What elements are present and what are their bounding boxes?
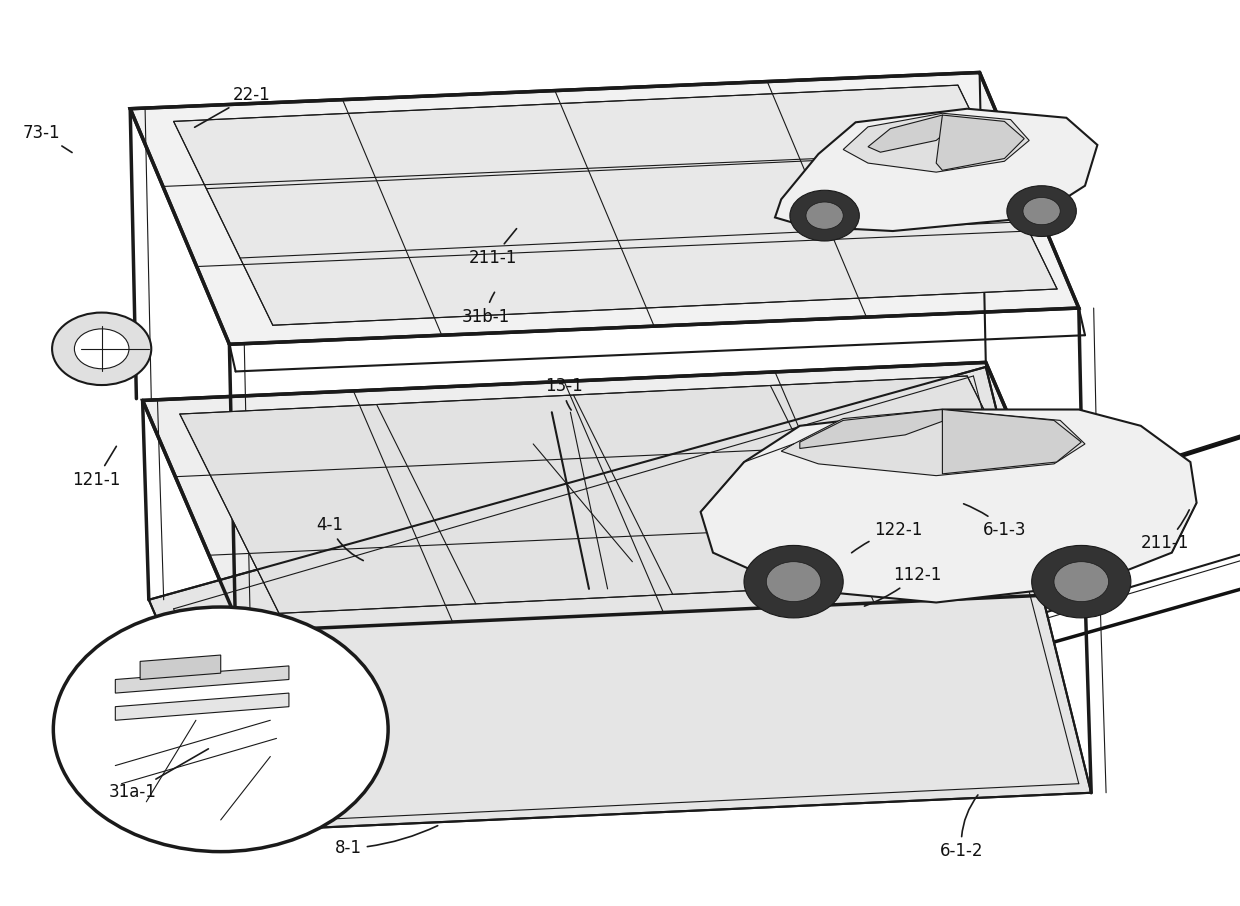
Text: 211-1: 211-1 <box>1141 510 1189 552</box>
Circle shape <box>53 607 388 852</box>
Polygon shape <box>781 410 1085 476</box>
Circle shape <box>52 313 151 385</box>
Polygon shape <box>701 410 1197 602</box>
Polygon shape <box>775 109 1097 231</box>
Text: 6-1-2: 6-1-2 <box>940 795 983 860</box>
Text: 121-1: 121-1 <box>72 447 120 488</box>
Text: 4-1: 4-1 <box>316 516 363 561</box>
Text: 31a-1: 31a-1 <box>109 749 208 801</box>
Text: 13-1: 13-1 <box>546 378 583 410</box>
Circle shape <box>790 190 859 241</box>
Text: 8-1: 8-1 <box>335 825 438 857</box>
Polygon shape <box>149 367 1091 831</box>
Polygon shape <box>115 693 289 720</box>
Circle shape <box>766 562 821 602</box>
Text: 31b-1: 31b-1 <box>461 293 510 325</box>
Polygon shape <box>174 85 1058 325</box>
Circle shape <box>74 329 129 369</box>
Text: 6-1-3: 6-1-3 <box>963 504 1027 538</box>
Polygon shape <box>180 376 1066 613</box>
Circle shape <box>1023 198 1060 225</box>
Polygon shape <box>868 115 955 152</box>
Text: 211-1: 211-1 <box>469 228 517 266</box>
Circle shape <box>744 545 843 618</box>
Polygon shape <box>843 113 1029 172</box>
Circle shape <box>806 202 843 229</box>
Polygon shape <box>115 666 289 693</box>
Text: 22-1: 22-1 <box>195 86 270 127</box>
Circle shape <box>1032 545 1131 618</box>
Polygon shape <box>140 655 221 680</box>
Circle shape <box>1054 562 1109 602</box>
Text: 122-1: 122-1 <box>852 521 923 553</box>
Polygon shape <box>130 72 1079 344</box>
Polygon shape <box>143 362 1085 631</box>
Polygon shape <box>800 410 942 448</box>
Polygon shape <box>942 410 1081 474</box>
Text: 112-1: 112-1 <box>864 566 941 606</box>
Polygon shape <box>936 115 1024 170</box>
Circle shape <box>1007 186 1076 236</box>
Text: 73-1: 73-1 <box>22 124 72 152</box>
